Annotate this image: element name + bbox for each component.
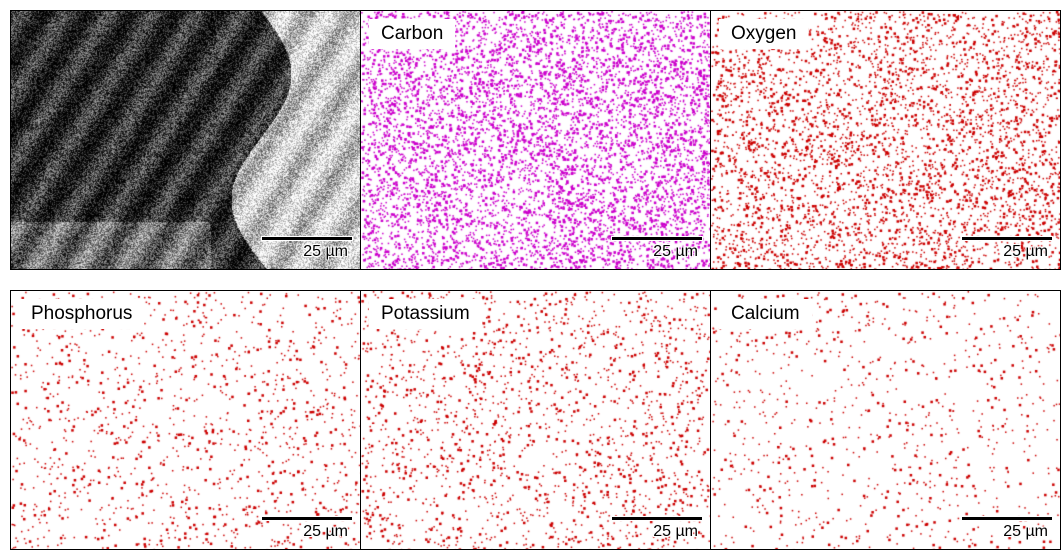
panel-label-potassium: Potassium	[369, 299, 482, 329]
scale-bar-line	[612, 237, 702, 240]
scale-bar-line	[262, 237, 352, 240]
scale-bar-text: 25 µm	[653, 243, 698, 260]
phosphorus-map	[11, 291, 360, 549]
oxygen-map	[711, 11, 1060, 269]
potassium-map	[361, 291, 710, 549]
phosphorus-map-panel: Phosphorus 25 µm	[10, 290, 361, 550]
panel-label-calcium: Calcium	[719, 299, 812, 329]
scale-bar-text: 25 µm	[653, 523, 698, 540]
panel-label-phosphorus: Phosphorus	[19, 299, 145, 329]
panel-label-oxygen: Oxygen	[719, 19, 809, 49]
sem-image-panel: 25 µm	[10, 10, 361, 270]
scale-bar: 25 µm	[262, 237, 352, 263]
scale-bar-line	[262, 517, 352, 520]
carbon-map-panel: Carbon 25 µm	[360, 10, 711, 270]
scale-bar: 25 µm	[962, 237, 1052, 263]
scale-bar-text: 25 µm	[303, 243, 348, 260]
sem-micrograph	[11, 11, 360, 269]
scale-bar-text: 25 µm	[303, 523, 348, 540]
scale-bar-text: 25 µm	[1003, 243, 1048, 260]
potassium-map-panel: Potassium 25 µm	[360, 290, 711, 550]
scale-bar: 25 µm	[612, 237, 702, 263]
scale-bar-text: 25 µm	[1003, 523, 1048, 540]
scale-bar-line	[612, 517, 702, 520]
calcium-map	[711, 291, 1060, 549]
scale-bar-line	[962, 517, 1052, 520]
scale-bar: 25 µm	[262, 517, 352, 543]
scale-bar-line	[962, 237, 1052, 240]
carbon-map	[361, 11, 710, 269]
calcium-map-panel: Calcium 25 µm	[710, 290, 1061, 550]
oxygen-map-panel: Oxygen 25 µm	[710, 10, 1061, 270]
scale-bar: 25 µm	[612, 517, 702, 543]
panel-label-carbon: Carbon	[369, 19, 456, 49]
scale-bar: 25 µm	[962, 517, 1052, 543]
